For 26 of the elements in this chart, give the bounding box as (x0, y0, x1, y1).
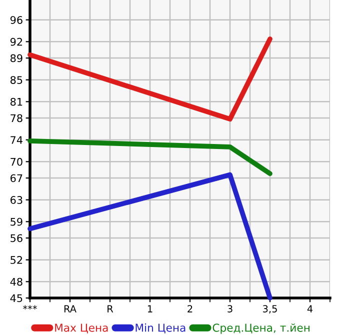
legend-label: Min Цена (136, 323, 186, 334)
y-tick-label: 85 (10, 76, 22, 84)
y-tick-label: 52 (10, 256, 22, 264)
y-tick-label: 78 (10, 114, 22, 122)
y-tick-label: 48 (10, 278, 22, 286)
y-tick-label: 96 (10, 16, 22, 24)
legend-label: Max Цена (55, 324, 108, 334)
x-tick-label: 3,5 (263, 305, 277, 314)
y-tick-label: 59 (10, 218, 22, 226)
y-tick-label: 81 (10, 98, 22, 106)
y-tick-label: 63 (10, 196, 22, 204)
y-tick-label: 56 (10, 234, 22, 242)
x-tick-label: 3 (228, 305, 232, 312)
y-tick-label: 45 (10, 294, 22, 302)
y-tick-label: 92 (10, 38, 22, 46)
x-tick-label: 1 (148, 305, 152, 312)
x-tick-label: *** (23, 305, 37, 310)
y-tick-label: 70 (10, 158, 22, 166)
x-tick-label: R (108, 305, 114, 312)
x-tick-label: 4 (307, 305, 313, 312)
x-tick-label: RA (64, 305, 76, 312)
x-tick-label: 2 (188, 305, 192, 312)
legend-label: Сред.Цена, т.йен (212, 323, 310, 334)
y-tick-label: 89 (10, 54, 22, 62)
y-tick-label: 67 (10, 174, 22, 182)
y-tick-label: 74 (10, 136, 22, 144)
